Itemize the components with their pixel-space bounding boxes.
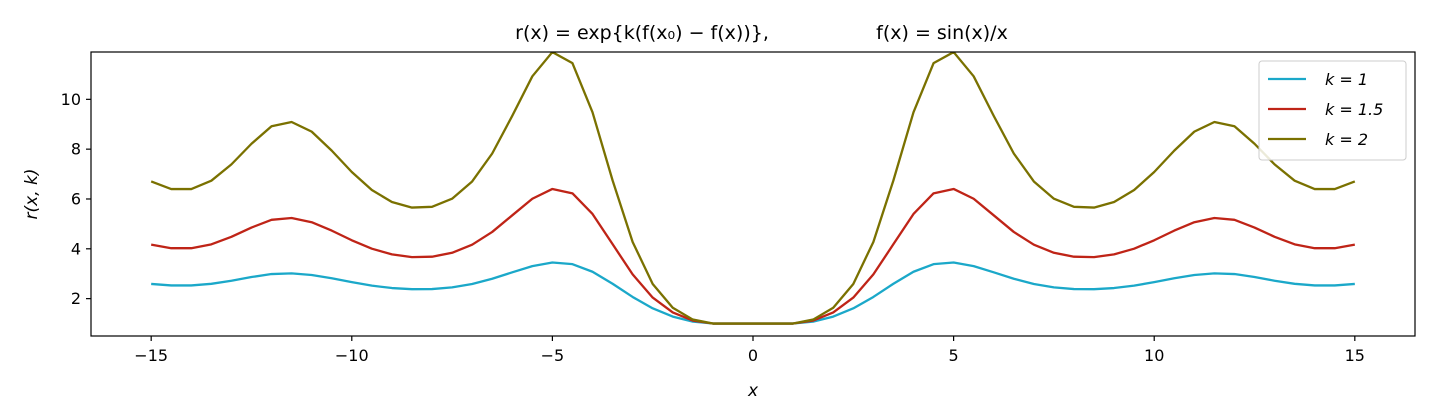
y-axis-label: r(x, k) <box>22 169 42 220</box>
x-tick-label: 10 <box>1144 346 1164 365</box>
x-tick-label: −15 <box>134 346 168 365</box>
legend-box <box>1258 60 1407 161</box>
x-tick-label: 0 <box>748 346 758 365</box>
x-tick-label: −10 <box>335 346 369 365</box>
x-axis-label: x <box>747 381 759 401</box>
y-tick-label: 6 <box>71 189 81 208</box>
x-tick-label: −5 <box>541 346 565 365</box>
plot-area <box>150 52 1356 325</box>
chart-title-left: r(x) = exp{k(f(x₀) − f(x))}, <box>515 22 769 44</box>
y-tick-label: 8 <box>71 140 81 159</box>
x-tick-label: 15 <box>1345 346 1365 365</box>
y-tick-label: 4 <box>71 239 81 258</box>
chart-title-right: f(x) = sin(x)/x <box>876 22 1008 44</box>
series-line-3 <box>150 52 1356 325</box>
legend-label-2: k = 1.5 <box>1325 100 1383 119</box>
x-axis-ticks: −15 −10 −5 0 5 10 15 <box>134 336 1365 365</box>
y-axis-ticks: 2 4 6 8 10 <box>61 90 91 308</box>
x-tick-label: 5 <box>949 346 959 365</box>
y-tick-label: 2 <box>71 289 81 308</box>
legend-label-1: k = 1 <box>1325 70 1368 89</box>
legend-label-3: k = 2 <box>1325 130 1368 149</box>
legend: k = 1 k = 1.5 k = 2 <box>1258 60 1407 161</box>
y-tick-label: 10 <box>61 90 81 109</box>
